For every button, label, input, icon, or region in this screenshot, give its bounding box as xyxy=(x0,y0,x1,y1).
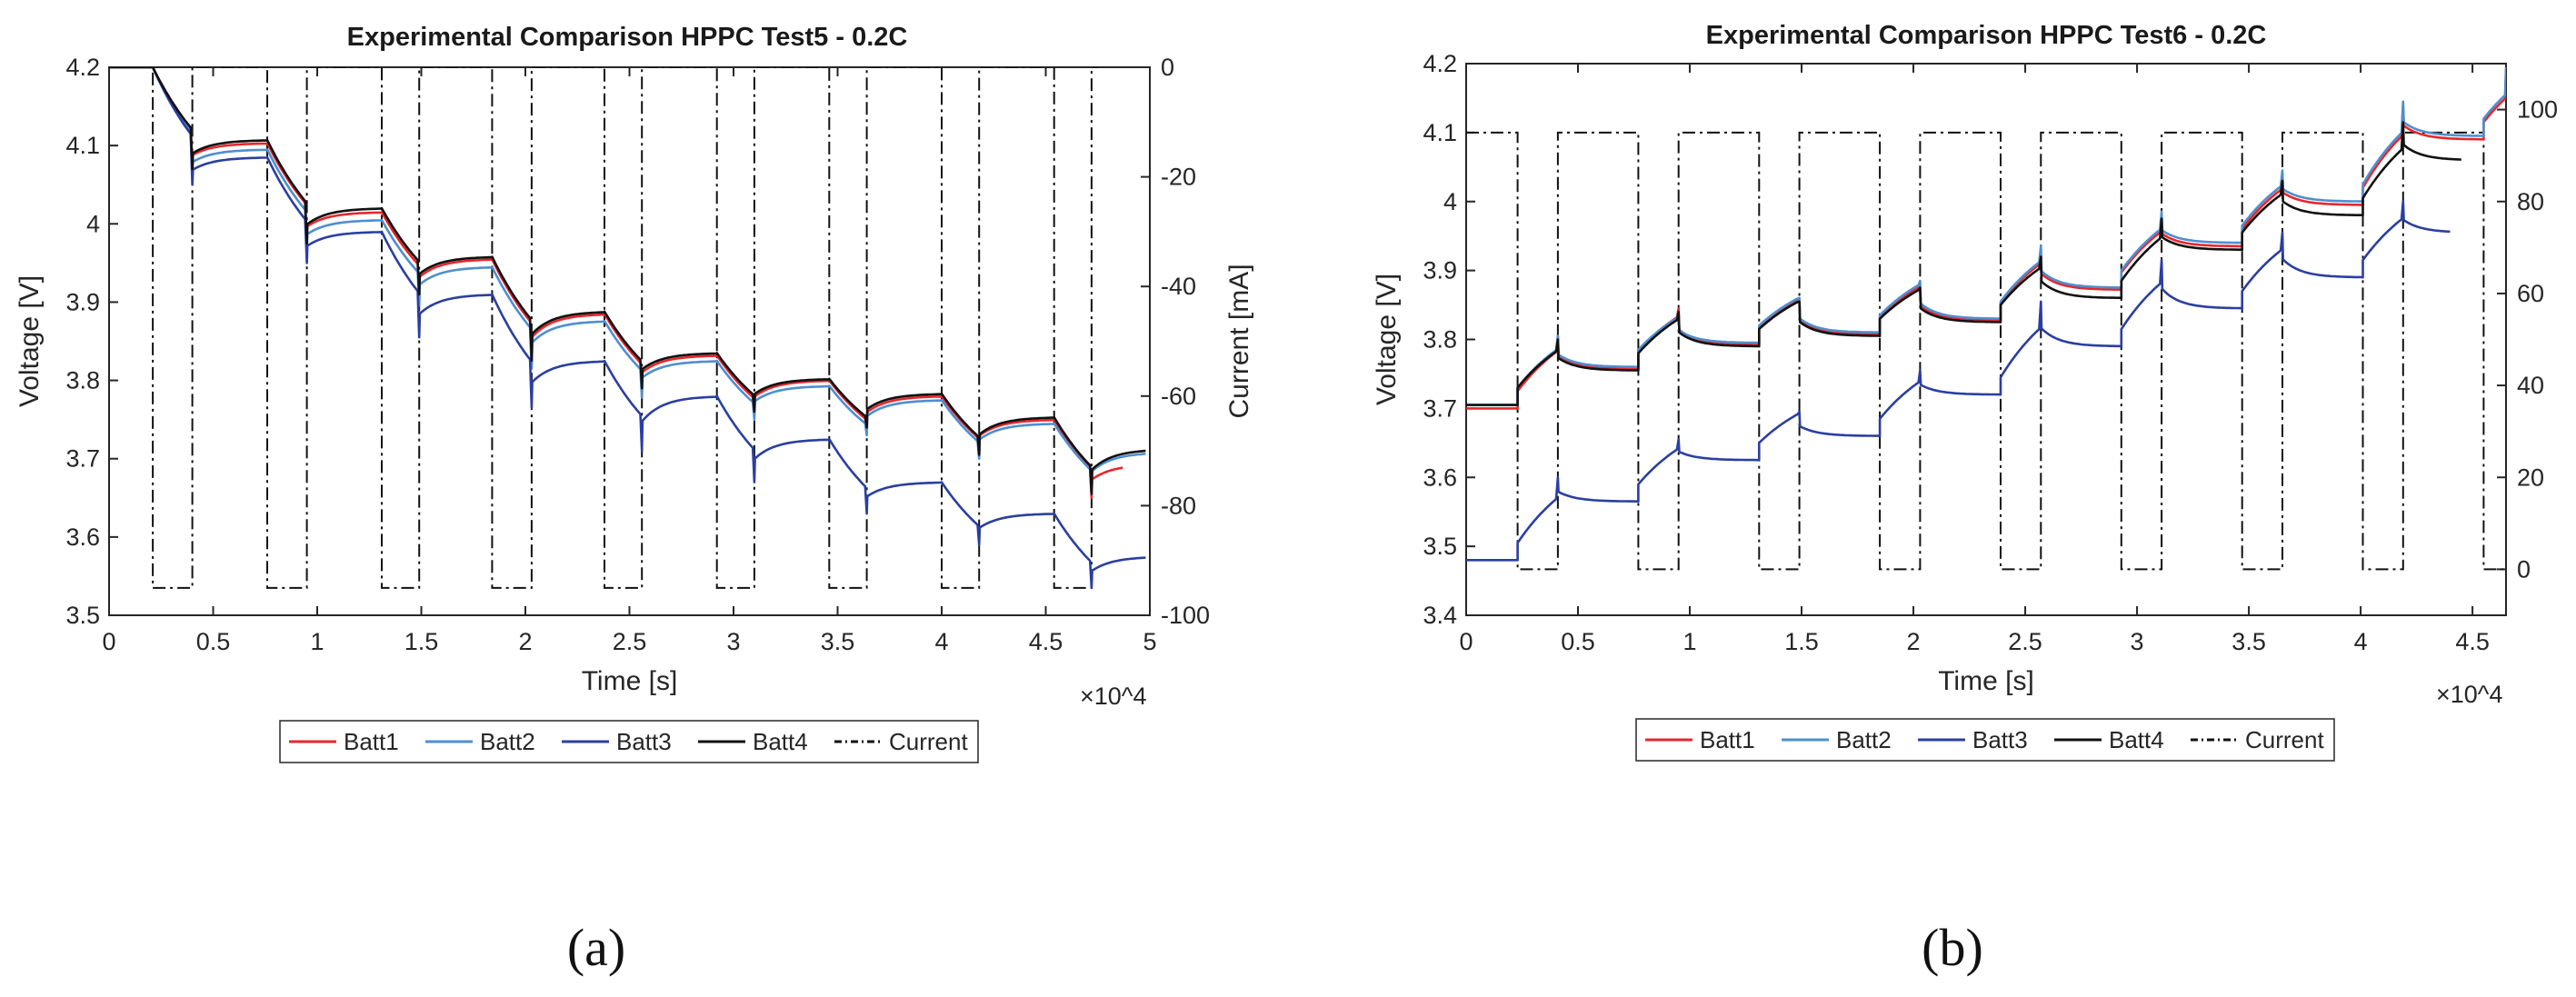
y-axis-left: 3.4 3.5 3.6 3.7 3.8 3.9 4 4.1 4.2 Voltage [V] xyxy=(1372,50,1475,629)
y-tick-label: 4 xyxy=(86,210,100,237)
legend-label-current: Current xyxy=(889,728,968,755)
y-tick-label: 3.5 xyxy=(1423,533,1457,560)
y-axis-right: -100 -80 -60 -40 -20 0 Current [mA] xyxy=(1141,54,1254,629)
series-line-batt3 xyxy=(1466,200,2451,562)
figure-caption: (a) xyxy=(567,918,625,977)
y-axis-label: Voltage [V] xyxy=(15,275,45,407)
legend-label-batt3: Batt3 xyxy=(1972,726,2028,753)
y2-tick-label: 80 xyxy=(2517,188,2544,215)
y-tick-label: 4 xyxy=(1443,188,1457,215)
series-group xyxy=(109,67,1146,590)
series-line-batt4 xyxy=(109,67,1146,495)
plot-area xyxy=(1465,63,2507,616)
y-tick-label: 4.1 xyxy=(1423,119,1457,146)
x-axis-label: Time [s] xyxy=(582,666,678,696)
legend-label-batt4: Batt4 xyxy=(2109,726,2164,753)
figure-caption: (b) xyxy=(1922,918,1983,977)
y2-tick-label: 40 xyxy=(2517,372,2544,399)
y-tick-label: 3.5 xyxy=(65,602,100,629)
chart-a-hppc-test5: Experimental Comparison HPPC Test5 - 0.2… xyxy=(15,23,1254,977)
legend-label-batt1: Batt1 xyxy=(344,728,399,755)
series-line-batt3 xyxy=(109,67,1146,590)
x-tick-label: 2.5 xyxy=(2008,628,2042,655)
x-tick-label: 1 xyxy=(1683,628,1697,655)
x-tick-label: 1.5 xyxy=(1784,628,1819,655)
x-tick-label: 2 xyxy=(1907,628,1921,655)
x-tick-label: 3.5 xyxy=(2232,628,2266,655)
chart-title: Experimental Comparison HPPC Test6 - 0.2… xyxy=(1706,21,2267,50)
y2-axis-label: Current [mA] xyxy=(1224,264,1254,418)
y-tick-label: 3.8 xyxy=(65,367,100,394)
x-axis: 0 0.5 1 1.5 2 2.5 3 3.5 4 4.5 5 Time [s] ×10^4 xyxy=(102,67,1157,710)
series-line-batt1 xyxy=(109,67,1123,500)
series-line-batt2 xyxy=(1466,66,2506,406)
x-tick-label: 4 xyxy=(2354,628,2368,655)
legend: Batt1 Batt2 Batt3 Batt4 Current xyxy=(279,720,979,763)
x-tick-label: 4.5 xyxy=(2455,628,2490,655)
x-tick-label: 0.5 xyxy=(1561,628,1595,655)
series-line-batt2 xyxy=(109,67,1146,495)
y2-tick-label: 0 xyxy=(1161,54,1174,81)
y-tick-label: 4.1 xyxy=(65,132,100,159)
chart-b-hppc-test6: Experimental Comparison HPPC Test6 - 0.2… xyxy=(1372,21,2558,977)
legend-label-current: Current xyxy=(2245,726,2324,753)
y2-tick-label: -100 xyxy=(1161,602,1210,629)
x-tick-label: 0 xyxy=(1459,628,1473,655)
x-tick-label: 1 xyxy=(310,628,324,655)
legend: Batt1 Batt2 Batt3 Batt4 Current xyxy=(1635,718,2335,762)
y-tick-label: 3.7 xyxy=(65,445,100,473)
x-tick-label: 1.5 xyxy=(404,628,439,655)
y2-tick-label: 0 xyxy=(2517,555,2531,583)
y2-tick-label: -60 xyxy=(1161,383,1196,410)
y-tick-label: 3.8 xyxy=(1423,326,1457,354)
y-tick-label: 3.4 xyxy=(1423,602,1457,629)
y2-tick-label: -80 xyxy=(1161,492,1196,519)
y-tick-label: 3.9 xyxy=(65,288,100,315)
x-tick-label: 4.5 xyxy=(1029,628,1063,655)
y2-tick-label: -40 xyxy=(1161,273,1196,300)
x-tick-label: 2.5 xyxy=(613,628,647,655)
x-axis-label: Time [s] xyxy=(1938,666,2034,696)
x-tick-label: 0 xyxy=(102,628,115,655)
x-tick-label: 3 xyxy=(726,628,740,655)
y-axis-left: 3.5 3.6 3.7 3.8 3.9 4 4.1 4.2 Voltage [V] xyxy=(15,54,118,629)
y-tick-label: 3.9 xyxy=(1423,257,1457,284)
y2-tick-label: -20 xyxy=(1161,164,1196,191)
y-tick-label: 4.2 xyxy=(65,54,100,81)
x-exponent-label: ×10^4 xyxy=(2436,681,2503,708)
legend-label-batt2: Batt2 xyxy=(480,728,535,755)
x-axis: 0 0.5 1 1.5 2 2.5 3 3.5 4 4.5 Time [s] ×10^4 xyxy=(1459,64,2503,708)
y-tick-label: 4.2 xyxy=(1423,50,1457,77)
chart-title: Experimental Comparison HPPC Test5 - 0.2… xyxy=(347,23,908,52)
y-axis-right: 0 20 40 60 80 100 xyxy=(2497,96,2558,583)
y-tick-label: 3.6 xyxy=(1423,464,1457,491)
series-line-current xyxy=(109,67,1098,589)
x-tick-label: 3 xyxy=(2131,628,2144,655)
x-exponent-label: ×10^4 xyxy=(1080,683,1147,710)
x-tick-label: 3.5 xyxy=(821,628,855,655)
y2-tick-label: 20 xyxy=(2517,464,2544,491)
legend-label-batt4: Batt4 xyxy=(753,728,808,755)
series-line-batt4 xyxy=(1466,121,2461,406)
legend-label-batt3: Batt3 xyxy=(616,728,672,755)
series-group xyxy=(1466,66,2506,571)
legend-label-batt1: Batt1 xyxy=(1700,726,1755,753)
x-tick-label: 5 xyxy=(1143,628,1156,655)
x-tick-label: 4 xyxy=(934,628,948,655)
y-axis-label: Voltage [V] xyxy=(1372,274,1402,405)
y2-tick-label: 60 xyxy=(2517,280,2544,307)
y-tick-label: 3.7 xyxy=(1423,394,1457,422)
y2-tick-label: 100 xyxy=(2517,96,2558,124)
x-tick-label: 2 xyxy=(518,628,532,655)
x-tick-label: 0.5 xyxy=(196,628,231,655)
y-tick-label: 3.6 xyxy=(65,523,100,551)
legend-label-batt2: Batt2 xyxy=(1836,726,1892,753)
